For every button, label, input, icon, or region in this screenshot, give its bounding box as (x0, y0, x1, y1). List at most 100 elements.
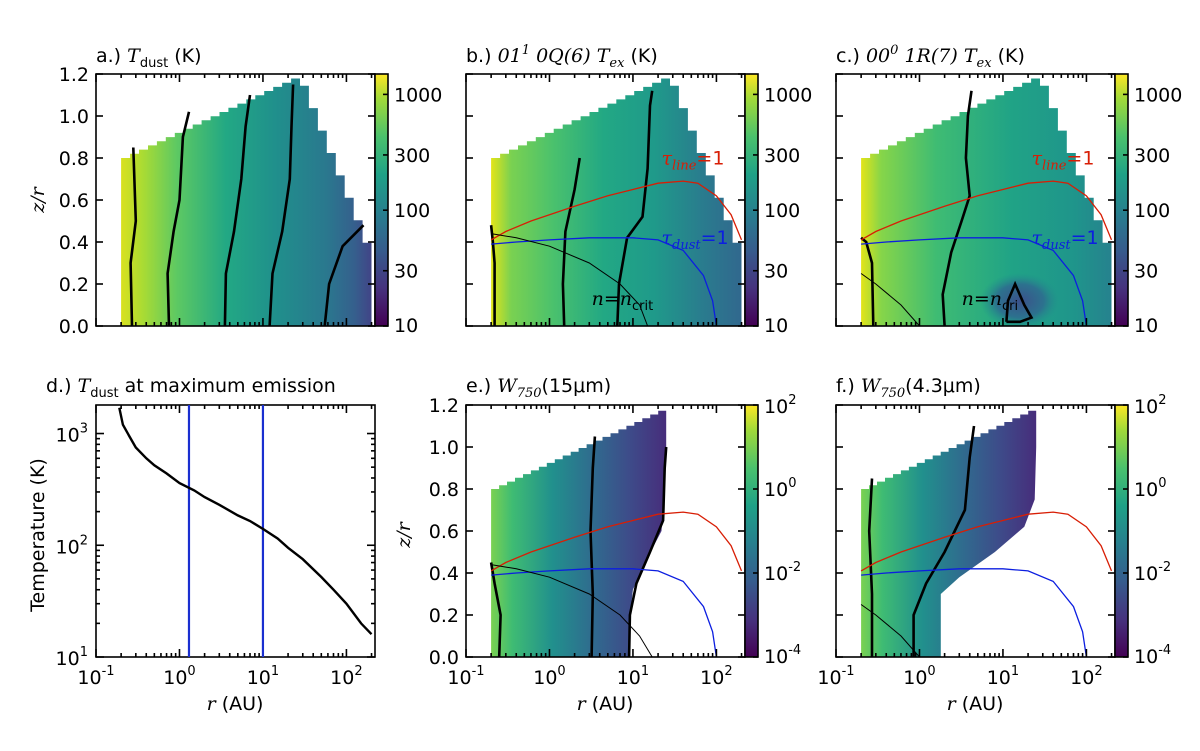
colorbar-tick-base: 1000 (1134, 84, 1182, 106)
ytick-label-a: 0.0 (59, 316, 89, 338)
title-prefix: a.) (96, 45, 127, 67)
xtick-exp: -1 (842, 664, 855, 679)
colorbar-tick-exp: 0 (788, 476, 796, 491)
tau-sub: line (1042, 158, 1067, 173)
ylabel-d: Temperature (K) (27, 458, 49, 613)
ytick-exp: 2 (80, 533, 88, 548)
tau-line-curve (860, 511, 1113, 572)
colorbar-label-a: 300 (394, 145, 430, 167)
colorbar-label-e: 102 (764, 393, 796, 418)
colorbar-tick-base: 10 (1134, 646, 1158, 668)
heatmap-b (489, 78, 743, 326)
tau-eq: =1 (1066, 147, 1094, 169)
xlabel-f: r (AU) (947, 693, 1004, 715)
colorbar-label-c: 10 (1134, 315, 1158, 337)
colorbar-tick-base: 10 (764, 646, 788, 668)
xlabel-r: r (577, 693, 588, 715)
xtick-exp: 0 (927, 664, 935, 679)
title-sup: 0 (890, 43, 898, 58)
title-symbol: W (861, 375, 882, 397)
contribution-contour (867, 478, 874, 657)
colorbar-b (745, 74, 758, 326)
heatmap-e (489, 407, 743, 657)
colorbar-tick-exp: 2 (788, 393, 796, 408)
colorbar-label-c: 300 (1134, 145, 1170, 167)
colorbar-label-a: 10 (394, 315, 418, 337)
contribution-contour (912, 425, 976, 657)
xlabel-unit: (AU) (216, 693, 264, 715)
tau-dust-label-c: τdust=1 (1032, 227, 1099, 253)
ncrit-sub: cri (1002, 299, 1018, 314)
colorbar-tick-base: 300 (394, 145, 430, 167)
colorbar-frame-f (1114, 404, 1129, 658)
colorbar-label-a: 30 (394, 261, 418, 283)
colorbar-label-c: 30 (1134, 261, 1158, 283)
xtick-base: 10 (700, 667, 724, 689)
colorbar-frame-a (374, 73, 389, 327)
colorbar-tick-base: 100 (394, 200, 430, 222)
panel-title-f: f.) W750(4.3μm) (836, 375, 981, 401)
ncrit-curve (491, 233, 649, 326)
title-symbol2: T (597, 45, 611, 67)
ytick-exp: 3 (80, 422, 88, 437)
xtick-exp: 1 (641, 664, 649, 679)
colorbar-tick-base: 100 (764, 200, 800, 222)
colorbar-tick-base: 10 (764, 479, 788, 501)
ytick-label-e: 0.6 (429, 521, 459, 543)
tau-symbol: τ (1032, 227, 1043, 249)
ytick-label-e: 0.0 (429, 647, 459, 669)
ytick-base: 10 (56, 536, 80, 558)
title-suffix: at maximum emission (119, 375, 336, 397)
panel-title-b: b.) 011 0Q(6) Tex (K) (466, 43, 658, 71)
title-sub: 750 (880, 386, 905, 401)
tau-dust-curve (861, 568, 1088, 657)
colorbar-tick-exp: -4 (1158, 643, 1171, 658)
ytick-label-a: 0.2 (59, 274, 89, 296)
xtick-base: 10 (163, 667, 187, 689)
colorbar-tick-base: 10 (764, 396, 788, 418)
tau-symbol: τ (662, 227, 673, 249)
dust-temperature-curve (118, 407, 373, 636)
colorbar-label-a: 1000 (394, 84, 442, 106)
colorbar-tick-base: 10 (394, 315, 418, 337)
colorbar-label-e: 10-2 (764, 560, 801, 585)
tau-eq: =1 (1071, 227, 1099, 249)
xtick-label-e: 100 (533, 664, 565, 689)
ncrit-text: n=n (962, 288, 1002, 310)
title-suffix: (4.3μm) (905, 375, 981, 397)
tau-eq: =1 (701, 227, 729, 249)
xtick-base: 10 (1070, 667, 1094, 689)
xtick-base: 10 (533, 667, 557, 689)
title-sub: 750 (517, 386, 542, 401)
tau-dust-curve (491, 237, 718, 326)
xtick-exp: 2 (724, 664, 732, 679)
title-sub: dust (90, 386, 118, 401)
ytick-label-d: 103 (56, 422, 88, 447)
colorbar-tick-base: 30 (394, 261, 418, 283)
colorbar-label-b: 10 (764, 315, 788, 337)
xtick-exp: 2 (354, 664, 362, 679)
title-prefix: c.) (836, 45, 866, 67)
colorbar-frame-e (744, 404, 759, 658)
xtick-exp: 1 (1011, 664, 1019, 679)
title-prefix: f.) (836, 375, 861, 397)
tau-line-curve (490, 511, 743, 572)
tau-line-curve (490, 180, 743, 241)
colorbar-label-b: 30 (764, 261, 788, 283)
excitation-contour (941, 90, 973, 326)
colorbar-tick-exp: -2 (788, 560, 801, 575)
ncrit-sub: crit (632, 299, 653, 314)
colorbar-tick-base: 1000 (764, 84, 812, 106)
xtick-label-f: 102 (1070, 664, 1102, 689)
colorbar-tick-exp: -4 (788, 643, 801, 658)
tau-line-curve (860, 180, 1113, 241)
title-prefix: e.) (466, 375, 497, 397)
panel-title-c: c.) 000 1R(7) Tex (K) (836, 43, 1025, 71)
colorbar-tick-base: 30 (1134, 261, 1158, 283)
colorbar-tick-base: 10 (764, 563, 788, 585)
tau-symbol: τ (1032, 147, 1043, 169)
